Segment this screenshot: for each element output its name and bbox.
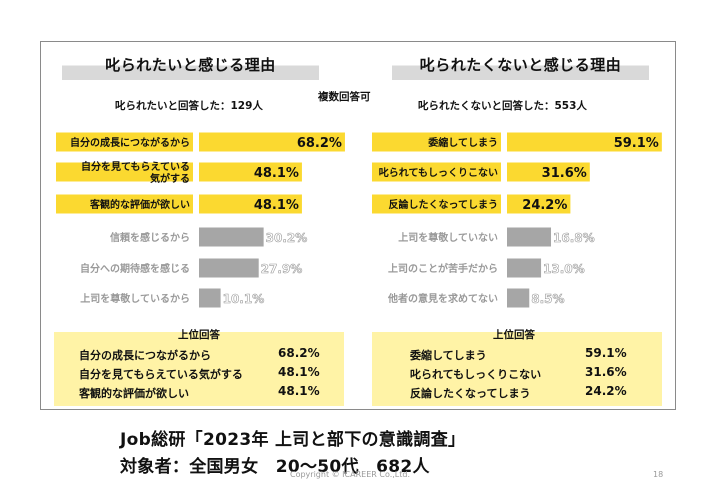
- left-bar: [199, 288, 221, 308]
- left-value-label: 48.1%: [254, 198, 299, 213]
- right-value-label: 31.6%: [542, 166, 587, 181]
- right-value-label: 13.0%: [543, 262, 585, 276]
- right-category-label-bg: [372, 194, 501, 214]
- left-category-label: 信頼を感じるから: [110, 231, 190, 244]
- left-panel-title: 叱られたいと感じる理由: [62, 52, 319, 80]
- right-bar: [507, 227, 552, 247]
- left-respondents: 叱られたいと回答した：129人: [115, 100, 263, 112]
- source-survey-title: Job総研「2023年 上司と部下の意識調査」: [120, 430, 466, 450]
- right-category-label-bg: [372, 162, 501, 182]
- right-top-answers-title: 上位回答: [493, 329, 535, 341]
- left-category-label: 気がする: [149, 172, 190, 185]
- left-top-answers-box: [54, 332, 344, 406]
- right-bar: [507, 132, 662, 152]
- left-top-answer-1-value: 68.2%: [278, 346, 320, 360]
- left-category-label: 客観的な評価が欲しい: [89, 198, 190, 211]
- right-top-answer-3-value: 24.2%: [585, 384, 627, 398]
- left-category-label: 自分への期待感を感じる: [80, 262, 190, 275]
- left-category-label: 自分を見てもらえている: [81, 160, 190, 173]
- right-value-label: 16.8%: [553, 231, 595, 245]
- copyright-notice: Copyright © ICAREER Co.,Ltd.: [290, 470, 411, 479]
- left-category-label-bg: [56, 194, 193, 214]
- left-top-answers-title: 上位回答: [178, 329, 220, 341]
- left-value-label: 27.9%: [261, 262, 303, 276]
- right-category-label-bg: [372, 132, 501, 152]
- right-category-label: 他者の意見を求めてない: [387, 292, 498, 305]
- right-category-label: 叱られてもしっくりこない: [379, 166, 498, 179]
- right-category-label: 委縮してしまう: [427, 136, 498, 149]
- left-value-label: 68.2%: [297, 136, 342, 151]
- multi-answer-note: 複数回答可: [318, 91, 371, 103]
- right-category-label: 上司のことが苦手だから: [388, 262, 498, 275]
- left-value-label: 10.1%: [223, 292, 265, 306]
- left-category-label: 自分の成長につながるから: [70, 136, 190, 149]
- right-top-answer-3-label: 反論したくなってしまう: [410, 387, 531, 400]
- left-category-label-bg: [56, 162, 193, 182]
- left-top-answer-3-value: 48.1%: [278, 384, 320, 398]
- right-top-answer-1-label: 委縮してしまう: [410, 349, 487, 362]
- right-top-answer-2-label: 叱られてもしっくりこない: [410, 368, 542, 381]
- right-top-answers-box: [372, 332, 662, 406]
- left-top-answer-3-label: 客観的な評価が欲しい: [79, 387, 189, 400]
- left-top-answer-1-label: 自分の成長につながるから: [79, 349, 211, 362]
- left-bar: [199, 194, 302, 214]
- right-top-answer-2-value: 31.6%: [585, 365, 627, 379]
- right-category-label: 反論したくなってしまう: [389, 198, 499, 211]
- right-value-label: 59.1%: [614, 136, 659, 151]
- right-value-label: 8.5%: [531, 292, 564, 306]
- source-target-audience: 対象者：全国男女 20～50代 682人: [120, 457, 430, 477]
- left-value-label: 48.1%: [254, 166, 299, 181]
- left-bar: [199, 258, 259, 278]
- right-category-label: 上司を尊敬していない: [398, 231, 498, 244]
- right-bar: [507, 162, 590, 182]
- right-top-answer-1-value: 59.1%: [585, 346, 627, 360]
- right-bar: [507, 194, 571, 214]
- left-bar: [199, 227, 264, 247]
- left-bar: [199, 162, 302, 182]
- left-category-label: 上司を尊敬しているから: [80, 292, 190, 305]
- page-number: 18: [653, 470, 664, 479]
- right-bar: [507, 258, 542, 278]
- left-value-label: 30.2%: [266, 231, 308, 245]
- right-bar: [507, 288, 530, 308]
- left-bar: [199, 132, 345, 152]
- left-top-answer-2-value: 48.1%: [278, 365, 320, 379]
- left-category-label-bg: [56, 132, 193, 152]
- right-panel-title: 叱られたくないと感じる理由: [392, 52, 649, 80]
- right-respondents: 叱られたくないと回答した：553人: [418, 100, 587, 112]
- left-top-answer-2-label: 自分を見てもらえている気がする: [79, 368, 243, 381]
- right-value-label: 24.2%: [522, 198, 567, 213]
